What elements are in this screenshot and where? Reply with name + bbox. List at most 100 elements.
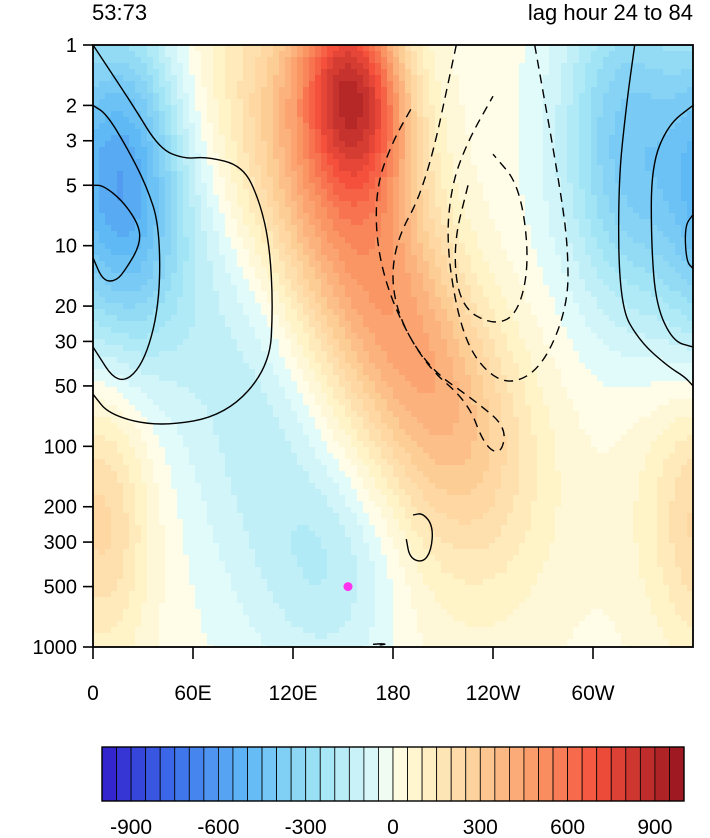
field-cell: [219, 81, 226, 88]
field-cell: [483, 183, 490, 190]
field-cell: [261, 81, 268, 88]
field-cell: [123, 117, 130, 124]
field-cell: [387, 261, 394, 268]
field-cell: [639, 51, 646, 58]
field-cell: [405, 165, 412, 172]
field-cell: [399, 57, 406, 64]
field-cell: [411, 159, 418, 166]
field-cell: [639, 87, 646, 94]
field-cell: [273, 171, 280, 178]
field-cell: [165, 255, 172, 262]
field-cell: [339, 267, 346, 274]
field-cell: [369, 165, 376, 172]
field-cell: [495, 123, 502, 130]
field-cell: [93, 297, 100, 304]
field-cell: [651, 177, 658, 184]
field-cell: [687, 81, 693, 88]
field-cell: [495, 51, 502, 58]
field-cell: [321, 225, 328, 232]
field-cell: [585, 57, 592, 64]
field-cell: [603, 177, 610, 184]
field-cell: [501, 147, 508, 154]
field-cell: [657, 195, 664, 202]
field-cell: [483, 45, 490, 52]
field-cell: [291, 171, 298, 178]
field-cell: [213, 81, 220, 88]
field-cell: [525, 303, 532, 310]
field-cell: [615, 327, 622, 334]
field-cell: [441, 273, 448, 280]
field-cell: [369, 291, 376, 298]
field-cell: [477, 177, 484, 184]
field-cell: [147, 249, 154, 256]
field-cell: [273, 69, 280, 76]
field-cell: [219, 117, 226, 124]
field-cell: [243, 57, 250, 64]
field-cell: [687, 255, 693, 262]
field-cell: [261, 153, 268, 160]
field-cell: [687, 129, 693, 136]
field-cell: [105, 141, 112, 148]
field-cell: [585, 129, 592, 136]
field-cell: [135, 189, 142, 196]
field-cell: [255, 171, 262, 178]
field-cell: [453, 303, 460, 310]
field-cell: [123, 45, 130, 52]
field-cell: [357, 93, 364, 100]
field-cell: [441, 171, 448, 178]
field-cell: [651, 195, 658, 202]
field-cell: [573, 189, 580, 196]
field-cell: [249, 273, 256, 280]
field-cell: [147, 237, 154, 244]
field-cell: [135, 69, 142, 76]
field-cell: [327, 45, 334, 52]
field-cell: [627, 123, 634, 130]
field-cell: [597, 273, 604, 280]
field-cell: [333, 297, 340, 304]
field-cell: [495, 171, 502, 178]
field-cell: [357, 195, 364, 202]
field-cell: [189, 315, 196, 322]
field-cell: [471, 183, 478, 190]
field-cell: [105, 279, 112, 286]
field-cell: [477, 69, 484, 76]
field-cell: [447, 279, 454, 286]
field-cell: [309, 279, 316, 286]
field-cell: [621, 153, 628, 160]
field-cell: [507, 297, 514, 304]
field-cell: [225, 249, 232, 256]
field-cell: [129, 123, 136, 130]
field-cell: [585, 51, 592, 58]
field-cell: [591, 237, 598, 244]
field-cell: [477, 165, 484, 172]
field-cell: [537, 141, 544, 148]
field-cell: [429, 261, 436, 268]
field-cell: [507, 117, 514, 124]
field-cell: [519, 309, 526, 316]
field-cell: [483, 153, 490, 160]
field-cell: [561, 249, 568, 256]
field-cell: [357, 81, 364, 88]
field-cell: [381, 45, 388, 52]
field-cell: [153, 117, 160, 124]
field-cell: [609, 339, 616, 346]
field-cell: [345, 315, 352, 322]
field-cell: [465, 261, 472, 268]
field-cell: [531, 87, 538, 94]
field-cell: [195, 219, 202, 226]
field-cell: [645, 87, 652, 94]
field-cell: [333, 117, 340, 124]
field-cell: [573, 123, 580, 130]
field-cell: [393, 81, 400, 88]
field-cell: [573, 213, 580, 220]
field-cell: [381, 339, 388, 346]
field-cell: [195, 93, 202, 100]
field-cell: [291, 225, 298, 232]
field-cell: [345, 249, 352, 256]
field-cell: [447, 273, 454, 280]
field-cell: [657, 183, 664, 190]
field-cell: [651, 243, 658, 250]
field-cell: [609, 261, 616, 268]
field-cell: [555, 117, 562, 124]
field-cell: [615, 189, 622, 196]
